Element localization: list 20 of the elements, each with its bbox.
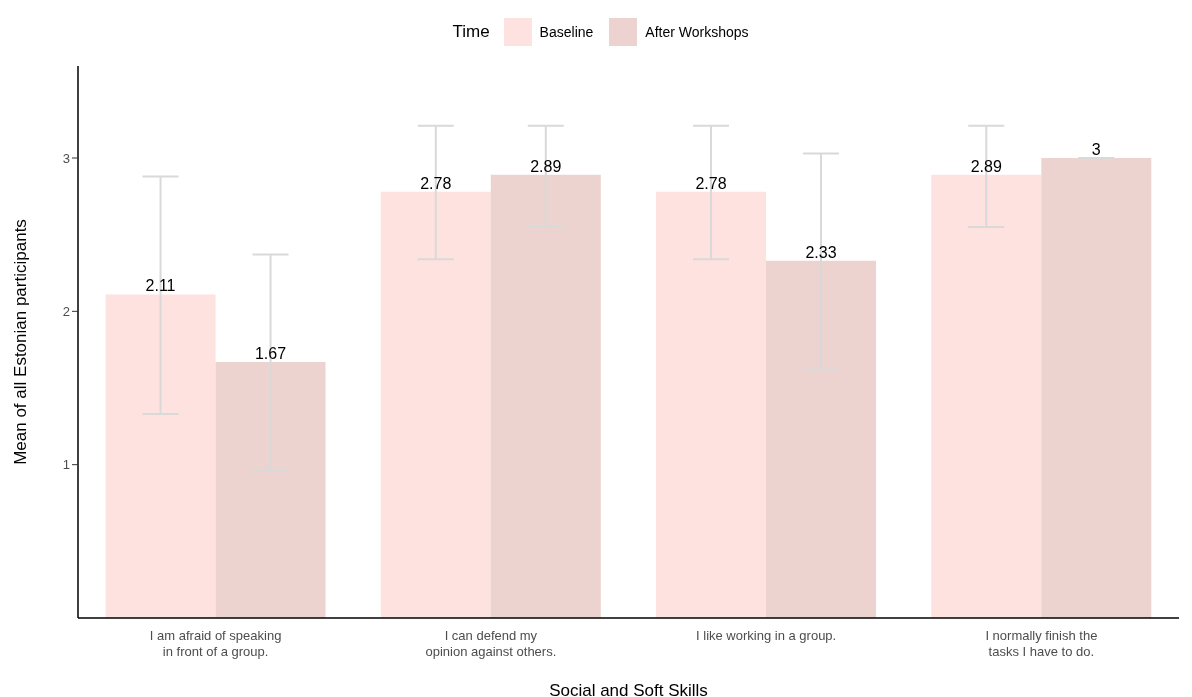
legend-label: Baseline [538,23,594,42]
legend-title: Time [452,22,490,42]
x-axis-title: Social and Soft Skills [549,681,708,697]
data-label: 3 [1091,141,1101,158]
data-label: 2.11 [145,277,176,295]
x-tick-label: I like working in a group. [696,628,837,643]
data-label: 2.89 [530,157,562,175]
y-tick-label: 3 [62,150,70,166]
x-tick-label: I normally finish the tasks I have to do. [985,628,1098,659]
x-tick-label: I am afraid of speaking in front of a group. [149,628,282,659]
y-tick-label: 2 [62,303,70,319]
y-axis-title: Mean of all Estonian participants [11,219,31,465]
x-tick-label: I can defend my opinion against others. [425,628,557,659]
data-label: 2.33 [805,243,837,261]
y-tick-label: 1 [62,457,70,473]
data-label: 2.78 [420,174,452,192]
data-label: 2.89 [970,157,1002,175]
legend-label: After Workshops [644,23,749,42]
data-label: 1.67 [254,344,287,362]
data-label: 2.78 [695,174,727,192]
